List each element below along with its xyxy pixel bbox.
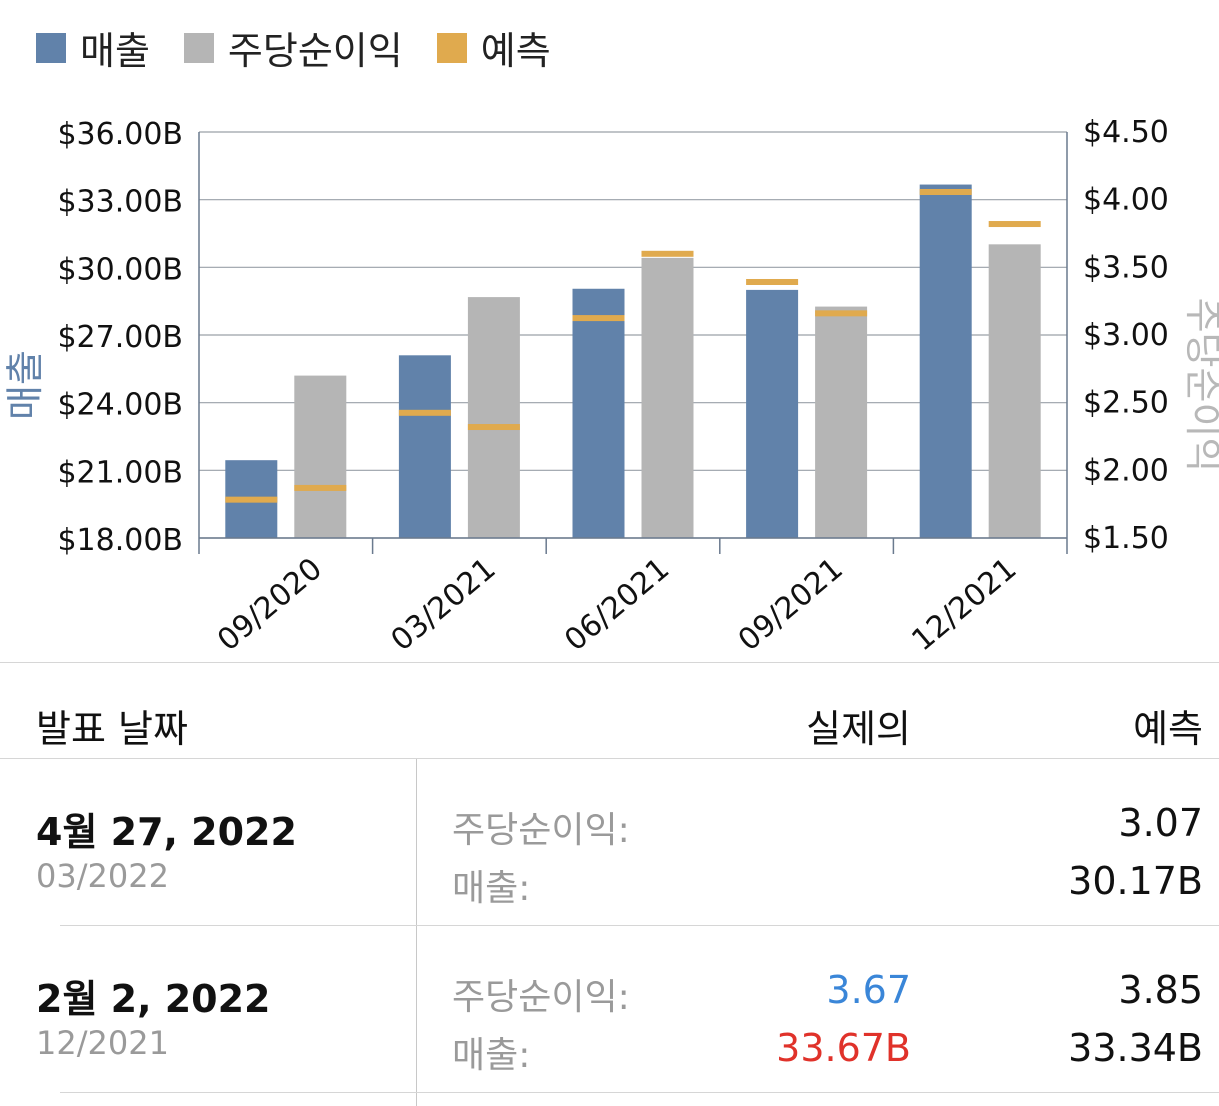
eps-estimate-marker [988,221,1041,228]
eps-estimate-marker [815,310,868,317]
estimate-markers [225,188,1041,503]
x-tick-label: 09/2020 [211,551,329,658]
eps-estimate: 3.07 [1118,801,1203,845]
eps-actual: 3.67 [826,968,911,1012]
eps-bar [294,375,347,538]
revenue-estimate-marker [746,278,799,285]
left-tick-label: $24.00B [57,388,183,423]
right-tick-label: $3.00 [1083,318,1169,353]
eps-estimate-marker [294,484,347,491]
row-period: 03/2022 [36,857,169,895]
right-tick-label: $2.00 [1083,453,1169,488]
revenue-estimate: 30.17B [1068,859,1203,903]
chart-divider [0,662,1219,663]
revenue-actual: 33.67B [776,1026,911,1070]
legend-item-estimate[interactable]: 예측 [436,20,551,75]
earnings-chart: $36.00B $33.00B $30.00B $27.00B $24.00B $21.0… [3,115,1219,658]
revenue-estimate-marker [919,188,972,195]
revenue-bar [746,289,799,538]
legend-swatch-estimate [436,32,467,63]
eps-label: 주당순이익: [452,810,630,851]
eps-estimate-marker [641,250,694,257]
header-estimate: 예측 [1133,707,1203,751]
left-tick-label: $36.00B [57,117,183,152]
left-tick-label: $18.00B [57,523,183,558]
right-tick-label: $4.00 [1083,183,1169,218]
row-divider [60,925,1219,926]
bars [225,184,1041,538]
chart-legend: 매출 주당순이익 예측 [36,20,585,75]
x-tick-label: 12/2021 [905,551,1023,658]
revenue-label: 매출: [452,1035,531,1076]
revenue-bar [572,288,625,538]
revenue-estimate-marker [572,315,625,322]
left-axis-title: 매출 [3,350,47,420]
legend-item-revenue[interactable]: 매출 [36,20,150,75]
right-tick-label: $1.50 [1083,521,1169,556]
eps-estimate: 3.85 [1118,968,1203,1012]
eps-bar [815,306,868,538]
right-tick-label: $2.50 [1083,386,1169,421]
x-tick-label: 06/2021 [558,551,676,658]
left-tick-label: $27.00B [57,320,183,355]
right-tick-label: $4.50 [1083,115,1169,150]
eps-bar [988,244,1041,538]
eps-estimate-marker [467,424,520,431]
legend-label-revenue: 매출 [80,29,150,73]
revenue-estimate: 33.34B [1068,1026,1203,1070]
legend-swatch-revenue [36,32,66,63]
left-tick-label: $33.00B [57,185,183,220]
left-tick-label: $30.00B [57,252,183,287]
eps-bar [641,257,694,538]
right-tick-label: $3.50 [1083,250,1169,285]
row-period: 12/2021 [36,1024,169,1062]
header-date: 발표 날짜 [36,707,188,751]
revenue-estimate-marker [398,409,451,416]
eps-bar [467,297,520,538]
revenue-estimate-marker [225,496,278,503]
revenue-label: 매출: [452,868,531,909]
header-actual: 실제의 [806,707,911,751]
legend-item-eps[interactable]: 주당순이익 [183,20,403,75]
header-divider [0,758,1219,759]
axes: $36.00B $33.00B $30.00B $27.00B $24.00B $21.0… [3,115,1219,658]
row-divider [60,1092,1219,1093]
legend-swatch-eps [183,32,214,63]
left-tick-label: $21.00B [57,455,183,490]
legend-label-estimate: 예측 [480,29,551,73]
legend-label-eps: 주당순이익 [227,29,403,73]
x-tick-label: 03/2021 [385,551,503,658]
revenue-bar [919,184,972,538]
revenue-bar [398,355,451,538]
right-axis-title: 주당순이익 [1181,298,1219,473]
table-row[interactable]: 2월 2, 2022 12/2021 주당순이익: 매출: 3.67 33.67… [0,926,1219,1092]
column-divider [416,759,417,1106]
eps-label: 주당순이익: [452,977,630,1018]
row-date: 2월 2, 2022 [36,977,271,1021]
table-row[interactable]: 4월 27, 2022 03/2022 주당순이익: 매출: 3.07 30.1… [0,759,1219,925]
x-tick-label: 09/2021 [732,551,850,658]
row-date: 4월 27, 2022 [36,810,297,854]
